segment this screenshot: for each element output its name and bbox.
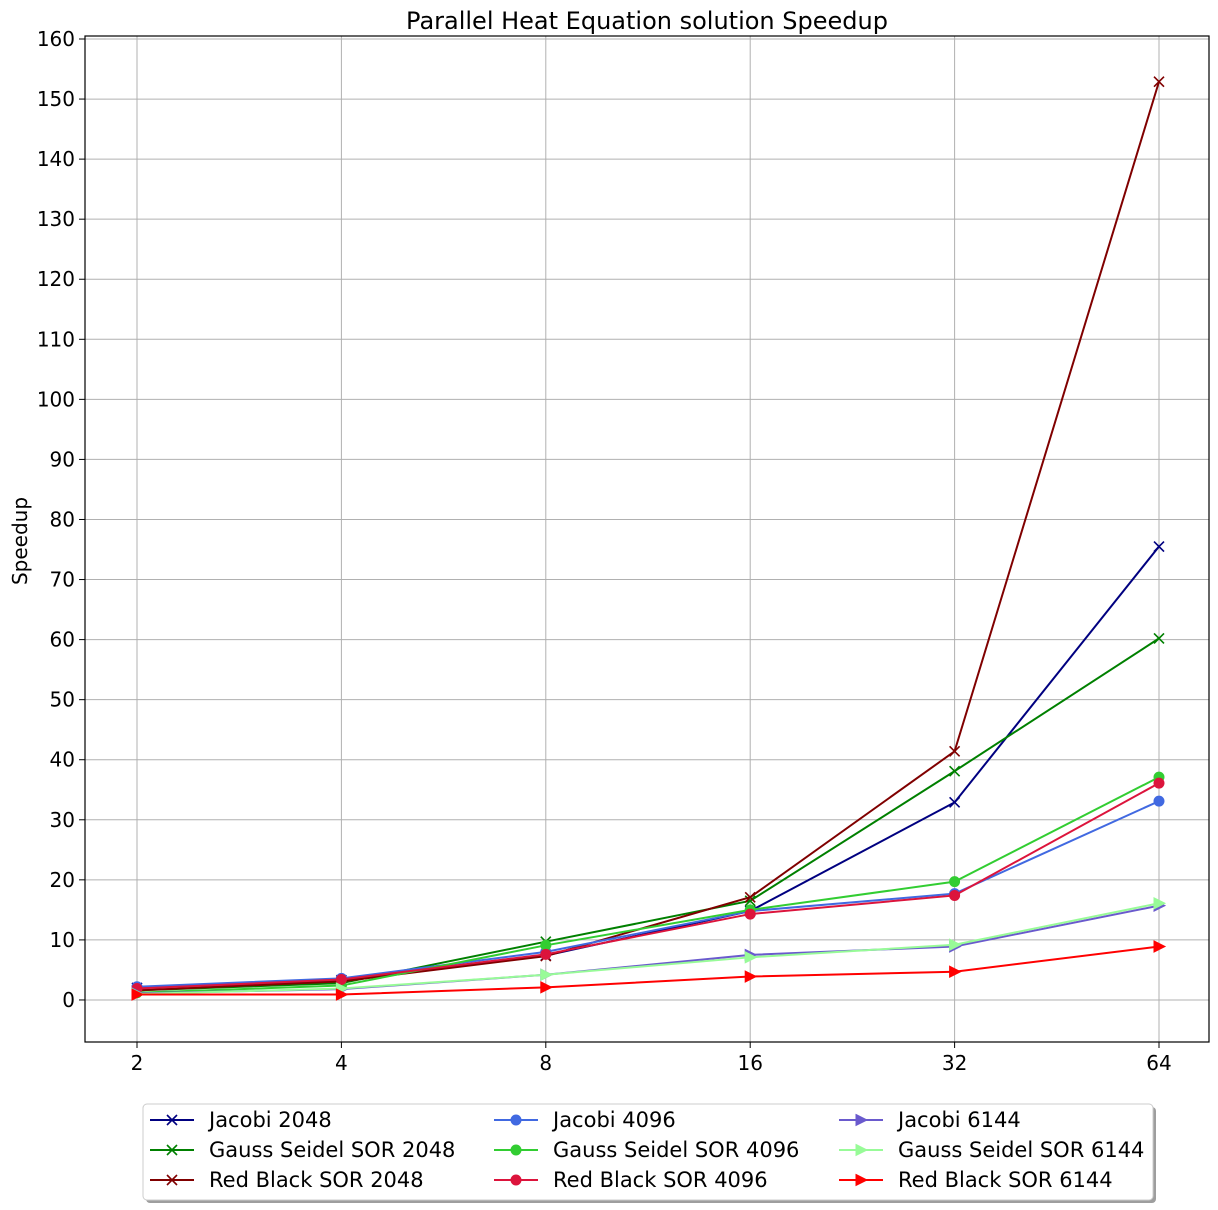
series-line: [136, 782, 1160, 990]
legend-entry: Jacobi 6144: [839, 1108, 1021, 1132]
y-tick-label: 120: [37, 267, 75, 291]
series-jacobi-2048: [131, 540, 1165, 994]
series-line: [136, 776, 1160, 994]
data-point: [540, 968, 553, 982]
series-line: [136, 637, 1160, 992]
data-point: [335, 988, 349, 1001]
series-line: [136, 902, 1160, 995]
data-point: [540, 981, 553, 994]
y-tick-label: 20: [50, 868, 75, 892]
legend-marker: [166, 1114, 178, 1126]
series-gauss-seidel-sor-2048: [131, 632, 1165, 996]
x-tick-label: 2: [131, 1051, 144, 1075]
legend-marker: [510, 1114, 522, 1126]
series-red-black-sor-4096: [131, 777, 1165, 995]
data-point: [1153, 896, 1167, 910]
legend-label: Gauss Seidel SOR 2048: [209, 1138, 455, 1162]
legend-marker: [855, 1173, 869, 1187]
series-line: [136, 800, 1160, 988]
data-point: [949, 745, 961, 757]
data-point: [1153, 76, 1165, 88]
legend-label: Red Black SOR 2048: [209, 1168, 424, 1192]
legend-entry: Gauss Seidel SOR 4096: [494, 1138, 799, 1162]
data-point: [540, 948, 552, 960]
data-point: [744, 970, 758, 983]
data-point: [540, 939, 552, 951]
legend-marker: [855, 1143, 869, 1157]
legend-label: Red Black SOR 6144: [898, 1168, 1113, 1192]
legend-box: [142, 1103, 1154, 1201]
series-red-black-sor-6144: [131, 940, 1167, 1001]
data-point: [949, 889, 961, 901]
data-point: [744, 908, 756, 920]
legend-entry: Gauss Seidel SOR 6144: [839, 1138, 1144, 1162]
legend-label: Gauss Seidel SOR 4096: [553, 1138, 799, 1162]
y-tick-label: 40: [50, 748, 75, 772]
data-point: [949, 965, 962, 979]
plot-frame: [84, 35, 1210, 1043]
series-red-black-sor-2048: [131, 76, 1165, 996]
legend: Jacobi 2048 Gauss Seidel SOR 2048 Red Blac…: [142, 1103, 1156, 1203]
y-tick-label: 80: [50, 507, 75, 531]
data-point: [949, 796, 961, 808]
data-point: [131, 988, 145, 1001]
legend-entry: Red Black SOR 4096: [494, 1168, 768, 1192]
legend-entry: Jacobi 4096: [494, 1108, 676, 1132]
y-tick-label: 70: [50, 568, 75, 592]
y-tick-label: 90: [50, 447, 75, 471]
legend-label: Gauss Seidel SOR 6144: [898, 1138, 1144, 1162]
data-point: [1153, 940, 1167, 953]
legend-entry: Red Black SOR 2048: [150, 1168, 424, 1192]
data-point: [744, 951, 758, 964]
data-point: [1153, 632, 1165, 644]
grid-lines: [85, 36, 1209, 1042]
y-axis-label: Speedup: [8, 497, 32, 585]
data-point: [949, 876, 961, 888]
y-tick-label: 130: [37, 207, 75, 231]
legend-marker: [510, 1174, 522, 1186]
legend-marker: [855, 1113, 869, 1127]
x-tick-label: 64: [1146, 1051, 1171, 1075]
y-tick-label: 100: [37, 387, 75, 411]
legend-marker: [166, 1144, 178, 1156]
legend-entry: Gauss Seidel SOR 2048: [150, 1138, 455, 1162]
series-line: [137, 945, 1160, 996]
legend-label: Red Black SOR 4096: [553, 1168, 768, 1192]
x-tick-label: 32: [942, 1051, 967, 1075]
x-tick-label: 8: [539, 1051, 552, 1075]
y-tick-label: 30: [50, 808, 75, 832]
legend-marker: [510, 1144, 522, 1156]
data-point: [1153, 777, 1165, 789]
series-jacobi-4096: [131, 795, 1165, 993]
data-point: [335, 974, 347, 986]
data-point: [1153, 540, 1165, 553]
y-tick-label: 160: [37, 27, 75, 51]
y-tick-label: 150: [37, 87, 75, 111]
legend-marker: [166, 1174, 178, 1186]
x-tick-label: 4: [335, 1051, 348, 1075]
legend-label: Jacobi 6144: [896, 1108, 1021, 1132]
data-point: [949, 938, 962, 952]
y-tick-label: 50: [50, 688, 75, 712]
y-tick-label: 110: [37, 327, 75, 351]
chart-title: Parallel Heat Equation solution Speedup: [406, 7, 888, 35]
y-tick-label: 0: [62, 988, 75, 1012]
legend-entry: Red Black SOR 6144: [839, 1168, 1113, 1192]
x-tick-label: 16: [737, 1051, 762, 1075]
series-lines: [131, 76, 1167, 1001]
data-point: [949, 765, 961, 777]
y-tick-label: 140: [37, 147, 75, 171]
series-line: [136, 81, 1160, 992]
legend-label: Jacobi 4096: [551, 1108, 676, 1132]
data-point: [1153, 795, 1165, 807]
legend-label: Jacobi 2048: [207, 1108, 332, 1132]
axis-ticks: 2 4 8 16 32 64 0 10 20 30 40 50 60 70 80 90 100 110 120 130…: [37, 27, 1172, 1075]
y-tick-label: 10: [50, 928, 75, 952]
data-point: [744, 891, 756, 903]
y-tick-label: 60: [50, 628, 75, 652]
legend-entry: Jacobi 2048: [150, 1108, 332, 1132]
